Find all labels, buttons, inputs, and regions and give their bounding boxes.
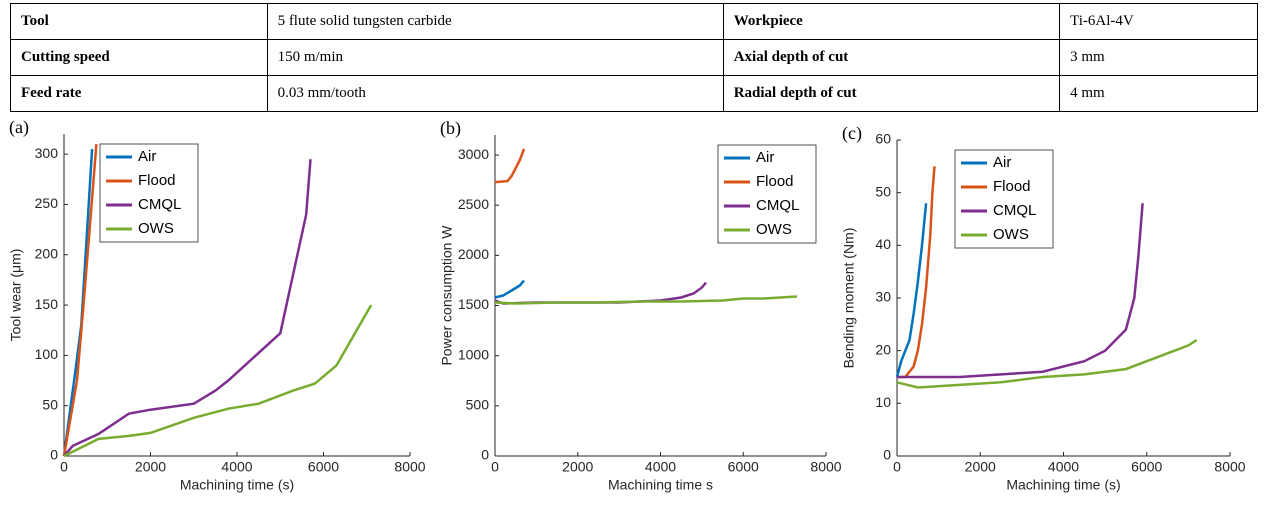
table-row: Tool 5 flute solid tungsten carbide Work… bbox=[10, 3, 1258, 40]
y-tick-label: 200 bbox=[35, 245, 59, 261]
cell: Feed rate bbox=[10, 75, 268, 112]
parameter-table: Tool 5 flute solid tungsten carbide Work… bbox=[10, 3, 1258, 112]
y-tick-label: 500 bbox=[466, 397, 490, 413]
table-row: Cutting speed 150 m/min Axial depth of c… bbox=[10, 39, 1258, 76]
y-tick-label: 30 bbox=[875, 289, 891, 305]
series-line bbox=[896, 339, 1198, 389]
x-axis-label: Machining time (s) bbox=[1006, 477, 1120, 493]
y-tick-label: 2000 bbox=[458, 246, 489, 262]
y-tick-label: 0 bbox=[481, 447, 489, 463]
y-tick-label: 50 bbox=[42, 396, 58, 412]
y-tick-label: 20 bbox=[875, 341, 891, 357]
x-tick-label: 8000 bbox=[810, 459, 841, 475]
y-tick-label: 0 bbox=[50, 447, 58, 463]
y-tick-label: 100 bbox=[35, 346, 59, 362]
y-tick-label: 300 bbox=[35, 145, 59, 161]
series-line bbox=[62, 144, 98, 457]
series-line bbox=[494, 295, 798, 305]
legend-label: Air bbox=[993, 154, 1011, 171]
series-line bbox=[63, 304, 373, 458]
x-tick-label: 6000 bbox=[1131, 459, 1162, 475]
legend-label: Air bbox=[756, 149, 774, 166]
x-tick-label: 0 bbox=[60, 459, 68, 475]
legend-label: OWS bbox=[138, 220, 174, 237]
x-tick-label: 8000 bbox=[394, 459, 425, 475]
panel-label: (c) bbox=[842, 123, 862, 144]
legend-box bbox=[717, 144, 817, 244]
series-line bbox=[897, 203, 1144, 379]
y-tick-label: 60 bbox=[875, 131, 891, 147]
legend-label: CMQL bbox=[756, 197, 799, 214]
panel-label: (a) bbox=[9, 117, 29, 138]
legend-box bbox=[954, 149, 1054, 249]
legend-label: Flood bbox=[756, 173, 794, 190]
cell: 4 mm bbox=[1059, 75, 1258, 112]
y-tick-label: 1000 bbox=[458, 346, 489, 362]
legend-label: CMQL bbox=[993, 202, 1036, 219]
y-tick-label: 40 bbox=[875, 236, 891, 252]
legend-label: OWS bbox=[756, 221, 792, 238]
x-tick-label: 0 bbox=[893, 459, 901, 475]
cell: 5 flute solid tungsten carbide bbox=[266, 3, 724, 40]
x-tick-label: 8000 bbox=[1214, 459, 1245, 475]
cell: Tool bbox=[10, 3, 268, 40]
x-tick-label: 2000 bbox=[135, 459, 166, 475]
y-tick-label: 0 bbox=[883, 447, 891, 463]
legend-label: Flood bbox=[993, 178, 1031, 195]
cell: 0.03 mm/tooth bbox=[266, 75, 724, 112]
cell: Radial depth of cut bbox=[722, 75, 1061, 112]
x-tick-label: 2000 bbox=[965, 459, 996, 475]
x-tick-label: 6000 bbox=[728, 459, 759, 475]
x-axis-label: Machining time (s) bbox=[180, 477, 294, 493]
cell: Cutting speed bbox=[10, 39, 268, 76]
y-tick-label: 50 bbox=[875, 183, 891, 199]
series-line bbox=[62, 149, 94, 457]
y-tick-label: 250 bbox=[35, 195, 59, 211]
y-tick-label: 3000 bbox=[458, 146, 489, 162]
legend-label: CMQL bbox=[138, 196, 181, 213]
y-tick-label: 150 bbox=[35, 296, 59, 312]
series-line bbox=[63, 159, 312, 457]
x-tick-label: 4000 bbox=[1048, 459, 1079, 475]
y-axis-label: Bending moment (Nm) bbox=[841, 228, 857, 369]
legend-label: OWS bbox=[993, 226, 1029, 243]
series-line bbox=[494, 148, 526, 184]
x-tick-label: 2000 bbox=[562, 459, 593, 475]
x-tick-label: 4000 bbox=[645, 459, 676, 475]
legend-label: Air bbox=[138, 148, 156, 165]
panel-label: (b) bbox=[440, 118, 461, 139]
x-tick-label: 4000 bbox=[221, 459, 252, 475]
series-line bbox=[494, 279, 525, 299]
x-axis-label: Machining time s bbox=[608, 477, 713, 493]
legend-label: Flood bbox=[138, 172, 176, 189]
cell: Axial depth of cut bbox=[722, 39, 1061, 76]
y-axis-label: Tool wear (μm) bbox=[8, 249, 24, 342]
legend-box bbox=[99, 143, 199, 243]
x-tick-label: 6000 bbox=[308, 459, 339, 475]
cell: 3 mm bbox=[1059, 39, 1258, 76]
y-tick-label: 1500 bbox=[458, 296, 489, 312]
table-row: Feed rate 0.03 mm/tooth Radial depth of … bbox=[10, 75, 1258, 112]
x-tick-label: 0 bbox=[491, 459, 499, 475]
series-line bbox=[897, 166, 936, 379]
y-tick-label: 2500 bbox=[458, 196, 489, 212]
y-tick-label: 10 bbox=[875, 394, 891, 410]
y-axis-label: Power consumption W bbox=[439, 225, 455, 366]
series-line bbox=[895, 203, 928, 378]
cell: Ti-6Al-4V bbox=[1059, 3, 1258, 40]
